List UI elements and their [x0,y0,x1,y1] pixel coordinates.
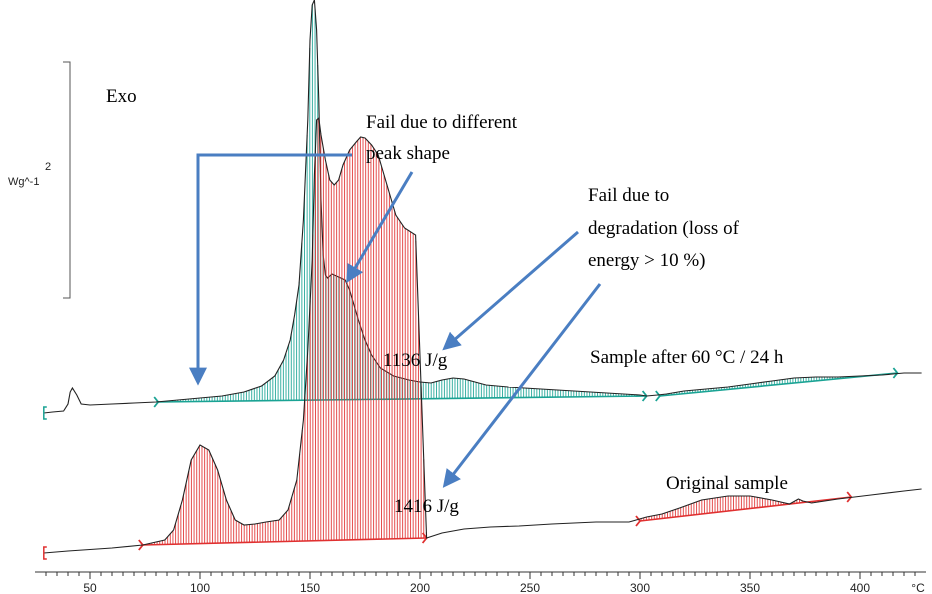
x-tick-label: 50 [83,581,97,594]
arrow-degradation-lower [442,283,602,488]
annotation-peak-shape-line1: Fail due to different [366,112,518,133]
series-label-original-sample: Original sample [666,473,788,494]
annotation-degradation-line1: Fail due to [588,185,669,206]
curve-start-marker [43,546,47,560]
integration-limit-marker [635,515,642,527]
integration-baseline [639,496,852,522]
annotation-degradation-line3: energy > 10 %) [588,250,705,271]
x-tick-label: 100 [190,581,210,594]
x-tick-label: 300 [630,581,650,594]
x-tick-label: 400 [850,581,870,594]
exo-label: Exo [106,86,137,107]
x-axis: 50 100 150 200 250 300 350 400 °C [35,571,926,594]
x-tick-label: 250 [520,581,540,594]
arrow-peak-shape-right [346,171,414,284]
scale-bar-bracket [63,61,71,299]
integration-baseline [142,537,427,546]
enthalpy-label-original-sample: 1416 J/g [394,496,459,517]
annotation-degradation-line2: degradation (loss of [588,218,740,239]
series-aged-sample [43,0,922,420]
series-curve [43,116,922,554]
annotation-arrows [189,153,602,488]
scale-bar-value: 2 [45,161,51,173]
x-tick-label: 200 [410,581,430,594]
series-label-aged-sample: Sample after 60 °C / 24 h [590,347,784,368]
integration-limit-marker [655,390,661,402]
integration-baseline [659,372,898,397]
series-curve [43,0,922,414]
scale-bar: 2 Wg^-1 [8,61,71,299]
annotation-labels: Fail due to different peak shape Fail du… [366,112,788,517]
x-tick-label: 150 [300,581,320,594]
curve-start-marker [43,406,47,420]
enthalpy-label-aged-sample: 1136 J/g [383,350,448,371]
arrow-peak-shape-left [189,153,352,386]
arrow-degradation-upper [442,230,579,351]
x-tick-label: 350 [740,581,760,594]
x-axis-unit: °C [911,581,925,594]
series-group [43,0,922,560]
integration-limit-marker [892,367,899,379]
series-original-sample [43,116,922,560]
annotation-peak-shape-line2: peak shape [366,143,450,164]
scale-bar-unit: Wg^-1 [8,176,39,188]
